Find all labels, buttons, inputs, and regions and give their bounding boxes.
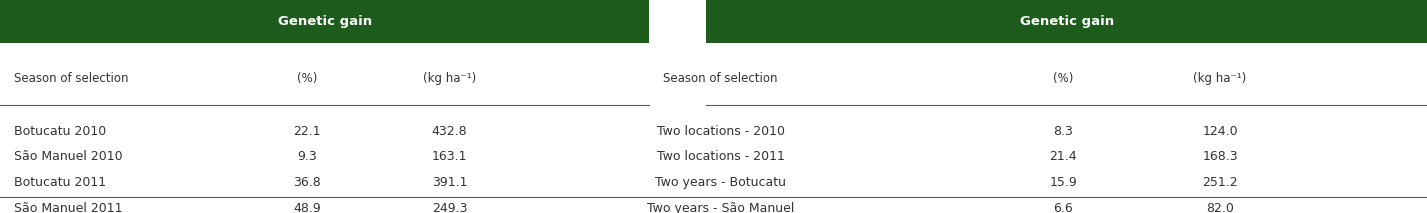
Text: Season of selection: Season of selection [664, 72, 778, 85]
Text: Two locations - 2011: Two locations - 2011 [656, 151, 785, 164]
Text: 21.4: 21.4 [1049, 151, 1077, 164]
Text: 9.3: 9.3 [297, 151, 317, 164]
Text: (%): (%) [1053, 72, 1073, 85]
Text: 432.8: 432.8 [432, 125, 467, 138]
Text: 22.1: 22.1 [293, 125, 321, 138]
Text: 15.9: 15.9 [1049, 176, 1077, 189]
Text: 163.1: 163.1 [432, 151, 467, 164]
Text: 82.0: 82.0 [1206, 202, 1234, 213]
Text: (kg ha⁻¹): (kg ha⁻¹) [1193, 72, 1247, 85]
FancyBboxPatch shape [706, 0, 1427, 43]
Text: 249.3: 249.3 [432, 202, 467, 213]
Text: São Manuel 2011: São Manuel 2011 [14, 202, 123, 213]
Text: 124.0: 124.0 [1203, 125, 1237, 138]
Text: 8.3: 8.3 [1053, 125, 1073, 138]
Text: São Manuel 2010: São Manuel 2010 [14, 151, 123, 164]
Text: 251.2: 251.2 [1203, 176, 1237, 189]
Text: Two years - Botucatu: Two years - Botucatu [655, 176, 786, 189]
Text: Genetic gain: Genetic gain [1020, 15, 1114, 28]
Text: Botucatu 2010: Botucatu 2010 [14, 125, 107, 138]
Text: Two locations - 2010: Two locations - 2010 [656, 125, 785, 138]
Text: 391.1: 391.1 [432, 176, 467, 189]
Text: (%): (%) [297, 72, 317, 85]
Text: 36.8: 36.8 [293, 176, 321, 189]
FancyBboxPatch shape [0, 0, 649, 43]
Text: (kg ha⁻¹): (kg ha⁻¹) [422, 72, 477, 85]
Text: Season of selection: Season of selection [14, 72, 128, 85]
Text: Botucatu 2011: Botucatu 2011 [14, 176, 107, 189]
Text: 6.6: 6.6 [1053, 202, 1073, 213]
Text: 168.3: 168.3 [1203, 151, 1237, 164]
Text: Genetic gain: Genetic gain [278, 15, 372, 28]
Text: 48.9: 48.9 [293, 202, 321, 213]
Text: Two years - São Manuel: Two years - São Manuel [646, 202, 795, 213]
